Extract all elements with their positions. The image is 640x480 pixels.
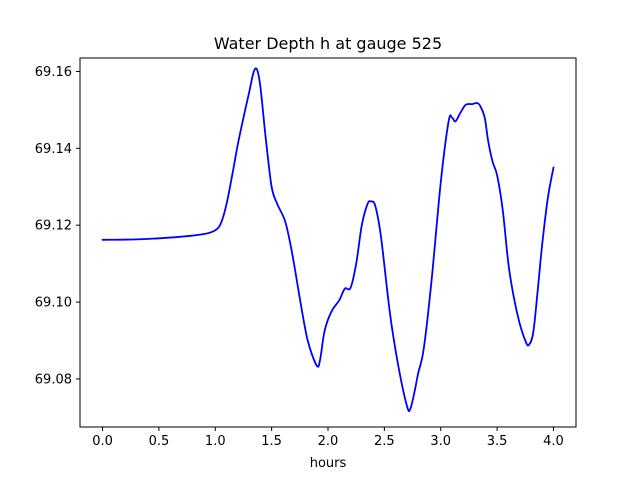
- series-line: [101, 67, 555, 413]
- x-tick-label: 0.0: [92, 434, 113, 449]
- y-axis: 69.08 69.10 69.12 69.14 69.16: [35, 65, 80, 387]
- x-tick-label: 2.0: [318, 434, 339, 449]
- plot-area: [101, 67, 555, 413]
- x-tick-label: 0.5: [149, 434, 170, 449]
- x-tick-label: 2.5: [374, 434, 395, 449]
- chart-title: Water Depth h at gauge 525: [214, 34, 442, 53]
- axes-frame: [79, 57, 577, 428]
- y-tick-label: 69.14: [35, 142, 72, 157]
- y-tick-label: 69.12: [35, 219, 72, 234]
- y-tick-label: 69.10: [35, 296, 72, 311]
- x-tick-label: 3.5: [487, 434, 508, 449]
- x-axis-label: hours: [310, 456, 347, 471]
- y-tick-label: 69.16: [35, 65, 72, 80]
- y-tick-label: 69.08: [35, 372, 72, 387]
- x-tick-label: 3.0: [430, 434, 451, 449]
- x-tick-label: 4.0: [543, 434, 564, 449]
- x-tick-label: 1.5: [261, 434, 282, 449]
- x-axis: 0.0 0.5 1.0 1.5 2.0 2.5 3.0 3.5 4.0: [92, 427, 564, 449]
- x-tick-label: 1.0: [205, 434, 226, 449]
